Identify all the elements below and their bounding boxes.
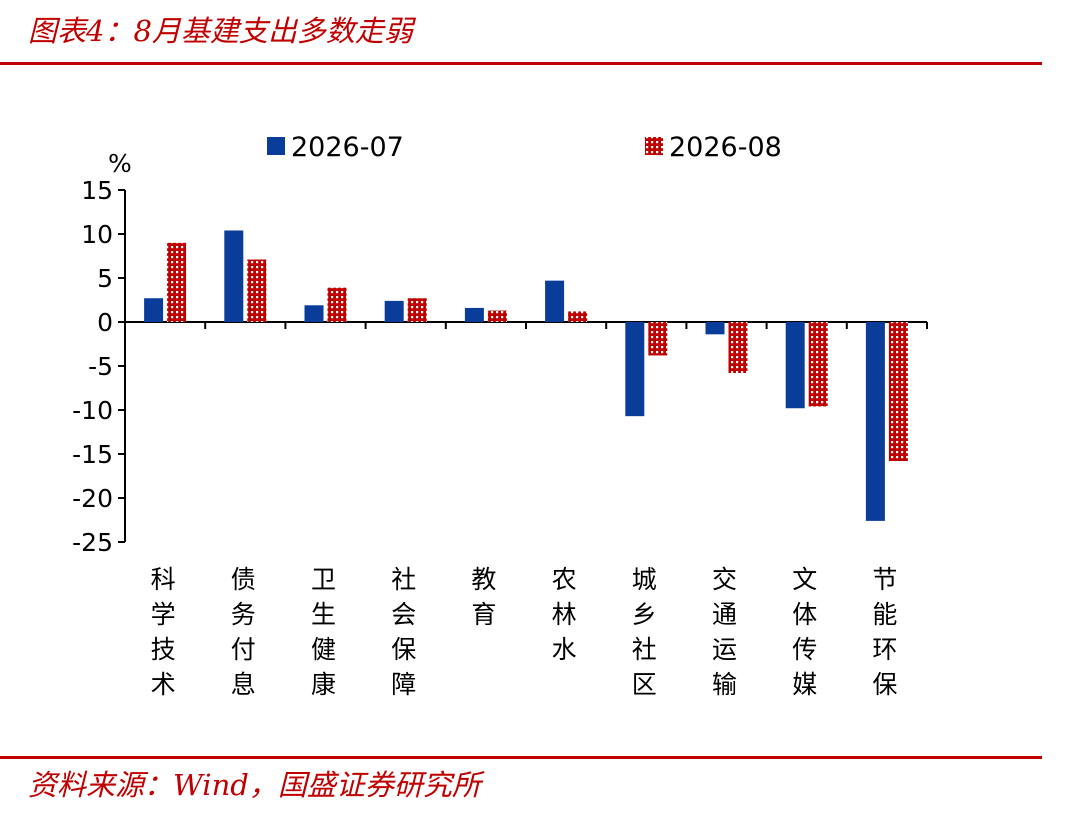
bar-jul-5	[545, 280, 565, 322]
legend-label-aug: 2026-08	[669, 132, 782, 163]
y-tick-label: -10	[72, 396, 113, 425]
y-tick-label: 10	[81, 220, 113, 249]
bar-aug-1	[247, 259, 267, 322]
x-category-label: 教育	[471, 565, 496, 629]
bar-jul-2	[304, 305, 324, 322]
bar-jul-1	[224, 230, 244, 322]
x-category-label: 城乡社区	[632, 565, 657, 699]
x-category-label: 卫生健康	[311, 565, 336, 699]
bar-jul-7	[705, 322, 725, 335]
x-category-label: 社会保障	[391, 565, 416, 699]
y-tick-label: -25	[72, 528, 113, 557]
bar-aug-7	[728, 322, 748, 374]
legend-label-jul: 2026-07	[291, 132, 404, 163]
x-category-label: 节能环保	[872, 565, 897, 699]
title-rule	[0, 62, 1042, 65]
legend-swatch-jul	[267, 137, 285, 155]
chart-title: 图表4：8月基建支出多数走弱	[28, 14, 413, 48]
bar-jul-9	[865, 322, 885, 521]
x-category-label: 债务付息	[231, 565, 256, 699]
y-tick-label: -5	[88, 352, 113, 381]
y-tick-label: 15	[81, 176, 113, 205]
x-category-label: 文体传媒	[792, 565, 817, 699]
y-tick-label: 5	[97, 264, 113, 293]
labels: 15 10 5 0 -5 -10 -15 -20 -25% 科学技术 债务付息 卫生健康 社会保障 教育农…	[72, 149, 897, 699]
x-category-label: 交通运输	[712, 565, 737, 699]
x-category-label: 科学技术	[151, 565, 176, 699]
bar-aug-2	[327, 287, 347, 322]
bar-jul-3	[384, 300, 404, 322]
bar-jul-4	[464, 307, 484, 322]
bar-jul-0	[144, 298, 164, 322]
source-note: 资料来源：Wind，国盛证券研究所	[28, 768, 481, 802]
y-tick-label: -20	[72, 484, 113, 513]
bar-aug-0	[167, 242, 187, 322]
bar-jul-8	[785, 322, 805, 409]
bar-aug-9	[888, 322, 908, 462]
y-axis-unit-label: %	[108, 149, 132, 178]
bar-aug-6	[648, 322, 668, 356]
bar-aug-3	[407, 298, 427, 322]
legend: 2026-07 2026-08	[267, 132, 782, 163]
x-category-label: 农林水	[552, 565, 577, 664]
y-tick-label: -15	[72, 440, 113, 469]
bar-jul-6	[625, 322, 645, 417]
bars	[144, 230, 908, 521]
y-tick-label: 0	[97, 308, 113, 337]
bar-aug-4	[487, 310, 507, 322]
source-rule	[0, 756, 1042, 759]
bar-aug-5	[568, 311, 588, 322]
bar-aug-8	[808, 322, 828, 407]
legend-swatch-aug	[645, 137, 663, 155]
